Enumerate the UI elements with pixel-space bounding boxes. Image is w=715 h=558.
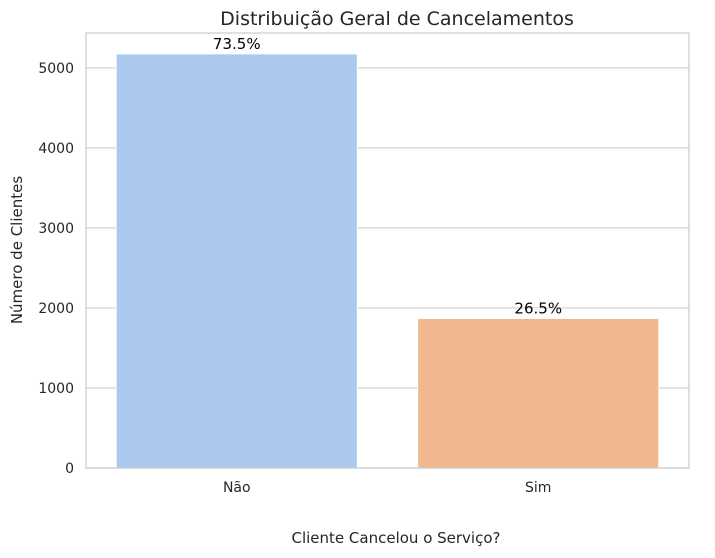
y-tick-label: 4000 <box>38 141 74 157</box>
chart-title: Distribuição Geral de Cancelamentos <box>220 8 574 30</box>
bar-data-label: 73.5% <box>213 35 261 53</box>
x-tick-label: Sim <box>525 480 551 496</box>
y-tick-labels: 0 1000 2000 3000 4000 5000 <box>38 61 74 477</box>
x-axis-label: Cliente Cancelou o Serviço? <box>292 529 501 547</box>
bar-layer <box>115 53 660 469</box>
data-labels: 73.5% 26.5% <box>213 35 562 318</box>
bar-data-label: 26.5% <box>514 299 562 317</box>
y-tick-label: 0 <box>65 461 74 477</box>
y-tick-label: 2000 <box>38 301 74 317</box>
plot-frame <box>85 32 690 469</box>
bar-nao <box>115 53 358 469</box>
y-tick-label: 1000 <box>38 381 74 397</box>
x-tick-labels: Não Sim <box>223 480 552 496</box>
y-tick-label: 5000 <box>38 61 74 77</box>
x-tick-label: Não <box>223 480 251 496</box>
bar-sim <box>417 317 660 469</box>
y-tick-label: 3000 <box>38 221 74 237</box>
y-axis-label: Número de Clientes <box>8 176 26 325</box>
